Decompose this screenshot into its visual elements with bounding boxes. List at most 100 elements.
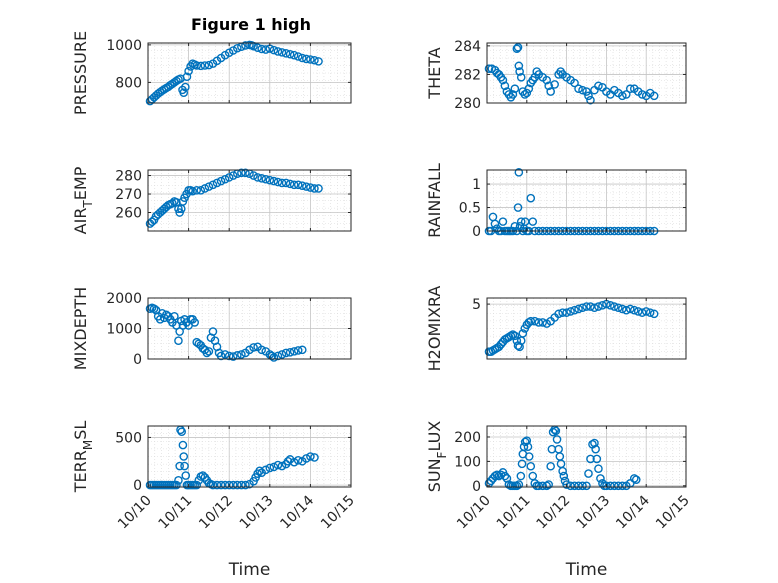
data-point xyxy=(241,41,250,50)
data-point xyxy=(249,171,258,180)
data-point xyxy=(212,178,222,188)
data-point xyxy=(190,318,199,327)
data-point xyxy=(257,345,266,355)
data-point xyxy=(302,454,311,463)
axes-box xyxy=(486,425,687,488)
data-point xyxy=(618,481,627,491)
data-point xyxy=(220,350,230,359)
data-point xyxy=(261,174,271,184)
data-point xyxy=(297,345,307,355)
data-point xyxy=(257,174,266,183)
data-point xyxy=(516,217,526,226)
y-tick-label: 5 xyxy=(472,297,481,313)
data-point xyxy=(273,177,283,187)
y-tick-label: 800 xyxy=(115,75,142,91)
y-axis-label: THETA xyxy=(425,47,444,99)
y-axis-label-main: AIR xyxy=(71,208,90,235)
data-point xyxy=(175,461,184,471)
data-point xyxy=(524,84,534,94)
data-point xyxy=(293,180,303,190)
data-point xyxy=(293,52,303,61)
data-point xyxy=(513,42,523,52)
data-point xyxy=(180,461,189,471)
y-axis-label: TERRMSL xyxy=(71,421,95,494)
data-point xyxy=(631,475,641,484)
data-point xyxy=(188,186,197,196)
data-point xyxy=(554,309,563,319)
data-point xyxy=(216,176,226,186)
data-point xyxy=(546,461,555,471)
data-point xyxy=(285,49,295,59)
data-point xyxy=(578,481,587,491)
data-point xyxy=(622,90,631,99)
y-axis-label: PRESSURE xyxy=(71,31,90,115)
data-point xyxy=(257,44,266,54)
axes-box xyxy=(486,42,687,104)
data-point xyxy=(526,193,536,203)
data-point xyxy=(596,474,605,483)
data-point xyxy=(534,481,544,491)
y-tick-label: 284 xyxy=(454,39,481,55)
data-point xyxy=(237,168,246,178)
data-point xyxy=(174,336,183,346)
y-tick-label: 260 xyxy=(115,206,142,222)
data-point xyxy=(584,469,593,478)
data-point xyxy=(237,350,246,359)
data-point xyxy=(261,45,271,54)
data-point xyxy=(293,346,303,355)
x-tick-label: 10/13 xyxy=(237,493,277,533)
subplot-7: 0 500 TERRMSL 10/10 10/11 10/12 10/13 10/14 10/1… xyxy=(71,421,358,580)
data-point xyxy=(496,470,506,480)
data-point xyxy=(544,480,553,489)
data-point xyxy=(285,347,295,357)
data-point xyxy=(522,88,532,98)
data-point xyxy=(614,303,623,313)
y-axis-label-main: TERR xyxy=(71,450,90,493)
data-point xyxy=(181,471,191,480)
data-point xyxy=(546,87,555,96)
data-point xyxy=(622,305,631,315)
data-point xyxy=(574,84,583,94)
y-axis-label: H2OMIXRA xyxy=(425,286,444,372)
data-point xyxy=(523,442,533,452)
data-point xyxy=(534,318,544,327)
data-point xyxy=(310,55,319,65)
x-tick-label: 10/12 xyxy=(196,493,236,533)
data-point xyxy=(513,203,523,212)
data-point xyxy=(310,184,319,193)
data-point xyxy=(625,304,635,314)
data-point xyxy=(500,471,510,481)
y-axis-label: SUNFLUX xyxy=(425,421,449,493)
data-point xyxy=(233,480,242,490)
data-point xyxy=(224,351,234,361)
data-point xyxy=(253,173,262,182)
data-point xyxy=(574,481,583,491)
data-series xyxy=(145,40,323,106)
data-point xyxy=(538,318,548,327)
y-axis-label-rest: LUX xyxy=(425,421,444,452)
data-point xyxy=(522,436,532,445)
data-point xyxy=(610,302,619,311)
data-point xyxy=(586,302,595,311)
data-point xyxy=(306,183,315,192)
data-point xyxy=(544,81,553,91)
data-point xyxy=(602,481,611,491)
x-tick-label: 10/10 xyxy=(454,493,494,533)
data-point xyxy=(598,301,607,310)
data-point xyxy=(526,461,536,471)
data-point xyxy=(302,182,311,191)
data-point xyxy=(314,184,323,193)
data-point xyxy=(310,453,319,462)
y-tick-label: 0 xyxy=(133,352,142,368)
data-point xyxy=(181,82,190,92)
data-point xyxy=(177,427,186,437)
y-tick-label: 0 xyxy=(472,224,481,240)
data-point xyxy=(170,311,179,321)
data-point xyxy=(216,351,226,361)
data-point xyxy=(518,329,528,338)
data-point xyxy=(498,217,508,226)
data-series xyxy=(145,425,319,490)
